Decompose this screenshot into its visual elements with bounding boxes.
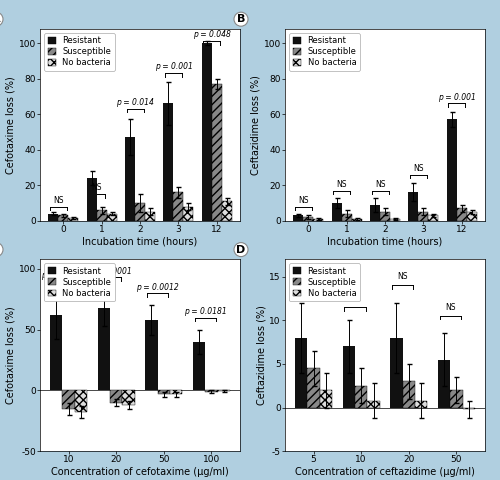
Bar <box>342 347 355 408</box>
Text: NS: NS <box>302 272 312 281</box>
Bar <box>447 120 457 221</box>
Bar <box>218 390 230 391</box>
Bar <box>68 218 78 221</box>
Bar <box>320 390 332 408</box>
Bar <box>62 390 75 408</box>
Bar <box>58 216 68 221</box>
Bar <box>110 390 122 403</box>
Bar <box>135 203 145 221</box>
Legend: Resistant, Susceptible, No bacteria: Resistant, Susceptible, No bacteria <box>289 264 360 301</box>
Text: NS: NS <box>375 180 385 189</box>
Bar <box>303 217 313 221</box>
X-axis label: Concentration of ceftazidime (μg/ml): Concentration of ceftazidime (μg/ml) <box>295 467 475 477</box>
Text: NS: NS <box>336 180 347 189</box>
Bar <box>418 212 428 221</box>
Bar <box>438 360 450 408</box>
Bar <box>122 390 135 405</box>
Bar <box>352 219 362 221</box>
Bar <box>145 212 155 221</box>
X-axis label: Incubation time (hours): Incubation time (hours) <box>328 237 442 247</box>
Text: NS: NS <box>298 196 308 205</box>
Text: B: B <box>237 14 245 24</box>
Legend: Resistant, Susceptible, No bacteria: Resistant, Susceptible, No bacteria <box>44 264 114 301</box>
Bar <box>202 43 212 221</box>
Bar <box>457 208 467 221</box>
Text: NS: NS <box>53 196 64 205</box>
Bar <box>205 390 218 392</box>
Bar <box>164 104 173 221</box>
Text: p = 0.014: p = 0.014 <box>116 98 154 107</box>
Legend: Resistant, Susceptible, No bacteria: Resistant, Susceptible, No bacteria <box>289 33 360 71</box>
Legend: Resistant, Susceptible, No bacteria: Resistant, Susceptible, No bacteria <box>44 33 114 71</box>
Bar <box>308 368 320 408</box>
Bar <box>48 214 58 221</box>
Bar <box>415 401 428 408</box>
Bar <box>125 137 135 221</box>
Bar <box>145 320 158 390</box>
Bar <box>170 390 182 394</box>
Bar <box>370 205 380 221</box>
Text: NS: NS <box>92 183 102 192</box>
Bar <box>50 315 62 390</box>
Text: p = 0.001: p = 0.001 <box>438 93 476 102</box>
Y-axis label: Cefotaxime loss (%): Cefotaxime loss (%) <box>6 306 16 404</box>
Text: D: D <box>236 245 246 254</box>
Bar <box>158 390 170 394</box>
Bar <box>193 342 205 390</box>
Bar <box>428 216 438 221</box>
Text: p = 0.048: p = 0.048 <box>193 30 231 39</box>
Bar <box>184 206 194 221</box>
X-axis label: Incubation time (hours): Incubation time (hours) <box>82 237 198 247</box>
Text: p = 0.001: p = 0.001 <box>154 62 192 72</box>
Bar <box>390 338 402 408</box>
Text: p < 0.0001: p < 0.0001 <box>41 271 84 280</box>
Bar <box>75 390 87 412</box>
Y-axis label: Ceftazidime loss (%): Ceftazidime loss (%) <box>251 75 261 175</box>
Text: NS: NS <box>413 164 424 173</box>
Bar <box>467 212 477 221</box>
Bar <box>222 201 232 221</box>
Bar <box>332 203 342 221</box>
X-axis label: Concentration of cefotaxime (μg/ml): Concentration of cefotaxime (μg/ml) <box>51 467 229 477</box>
Bar <box>212 84 222 221</box>
Text: NS: NS <box>350 294 360 303</box>
Text: p = 0.0181: p = 0.0181 <box>184 307 226 316</box>
Bar <box>96 210 106 221</box>
Y-axis label: Ceftazidime loss (%): Ceftazidime loss (%) <box>256 305 266 405</box>
Bar <box>462 408 475 409</box>
Bar <box>402 382 415 408</box>
Bar <box>293 216 303 221</box>
Bar <box>313 219 323 221</box>
Bar <box>342 214 351 221</box>
Text: NS: NS <box>398 272 408 281</box>
Bar <box>380 212 390 221</box>
Bar <box>86 178 97 221</box>
Bar <box>408 192 418 221</box>
Y-axis label: Cefotaxime loss (%): Cefotaxime loss (%) <box>6 76 16 174</box>
Bar <box>174 192 184 221</box>
Bar <box>450 390 462 408</box>
Text: p = 0.0012: p = 0.0012 <box>136 283 179 292</box>
Bar <box>295 338 308 408</box>
Text: NS: NS <box>445 302 456 312</box>
Text: p < 0.0001: p < 0.0001 <box>88 267 132 276</box>
Bar <box>98 308 110 390</box>
Bar <box>368 401 380 408</box>
Bar <box>355 386 368 408</box>
Bar <box>390 219 400 221</box>
Bar <box>106 214 117 221</box>
